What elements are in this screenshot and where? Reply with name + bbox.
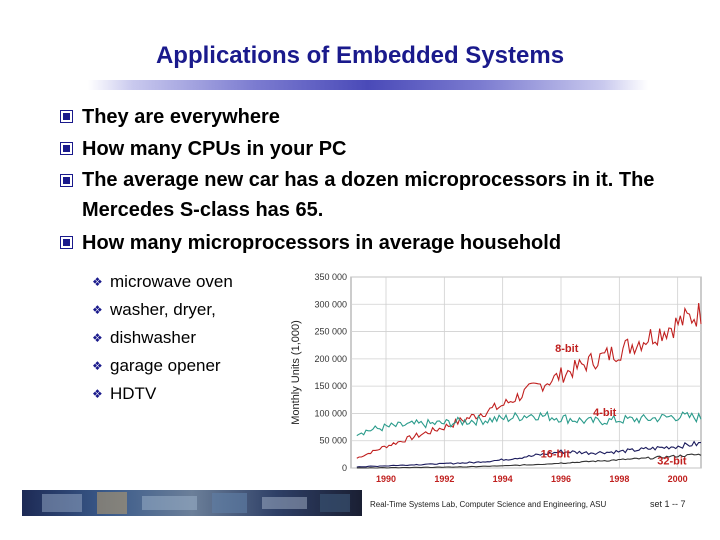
- slide-title: Applications of Embedded Systems: [155, 42, 565, 69]
- microprocessor-units-chart: 0 50 000 100 000 150 000 200 000 250 000 300 0…: [290, 272, 702, 484]
- y-tick-label: 0: [342, 463, 347, 473]
- bullet-item: How many microprocessors in average hous…: [60, 227, 710, 259]
- bullet-text: The average new car has a dozen micropro…: [82, 169, 655, 221]
- title-underline: [88, 80, 648, 90]
- slide-number: set 1 -- 7: [650, 499, 686, 509]
- sub-bullet-item: ❖ microwave oven: [92, 268, 233, 296]
- x-tick-label: 2000: [668, 474, 688, 484]
- x-tick-label: 1990: [376, 474, 396, 484]
- series-label: 32-bit: [657, 456, 687, 468]
- x-tick-label: 1996: [551, 474, 571, 484]
- y-tick-label: 50 000: [319, 436, 347, 446]
- series-label: 4-bit: [593, 407, 617, 419]
- x-tick-label: 1994: [493, 474, 513, 484]
- y-tick-label: 150 000: [314, 381, 347, 391]
- y-tick-label: 200 000: [314, 354, 347, 364]
- sub-bullet-text: garage opener: [110, 356, 221, 375]
- x-tick-label: 1992: [434, 474, 454, 484]
- bullet-text: How many CPUs in your PC: [82, 138, 347, 160]
- diamond-bullet-icon: ❖: [92, 275, 103, 289]
- bullet-text: They are everywhere: [82, 106, 280, 128]
- y-tick-label: 100 000: [314, 408, 347, 418]
- diamond-bullet-icon: ❖: [92, 387, 103, 401]
- x-tick-label: 1998: [609, 474, 629, 484]
- square-bullet-icon: [60, 174, 73, 187]
- diamond-bullet-icon: ❖: [92, 359, 103, 373]
- sub-bullet-item: ❖ HDTV: [92, 380, 233, 408]
- sub-bullet-item: ❖ dishwasher: [92, 324, 233, 352]
- bullet-text: How many microprocessors in average hous…: [82, 232, 562, 254]
- series-label: 16-bit: [541, 448, 571, 460]
- sub-bullet-text: microwave oven: [110, 272, 233, 291]
- sub-bullet-item: ❖ garage opener: [92, 352, 233, 380]
- sub-bullet-text: dishwasher: [110, 328, 196, 347]
- diamond-bullet-icon: ❖: [92, 303, 103, 317]
- diamond-bullet-icon: ❖: [92, 331, 103, 345]
- series-line-32-bit: [356, 453, 702, 469]
- bullet-item: The average new car has a dozen micropro…: [60, 165, 702, 225]
- sub-bullet-text: HDTV: [110, 384, 157, 403]
- series-line-16-bit: [356, 440, 701, 468]
- footer-text: Real-Time Systems Lab, Computer Science …: [370, 500, 607, 509]
- sub-bullet-item: ❖ washer, dryer,: [92, 296, 233, 324]
- square-bullet-icon: [60, 236, 73, 249]
- square-bullet-icon: [60, 110, 73, 123]
- y-tick-label: 350 000: [314, 272, 347, 282]
- bullet-item: How many CPUs in your PC: [60, 133, 710, 165]
- lab-banner-image: [22, 490, 362, 516]
- series-line-8-bit: [356, 303, 702, 459]
- square-bullet-icon: [60, 142, 73, 155]
- series-line-4-bit: [356, 410, 702, 437]
- y-tick-label: 300 000: [314, 299, 347, 309]
- sub-bullet-text: washer, dryer,: [110, 300, 216, 319]
- plot-area: [350, 276, 702, 469]
- sub-bullet-list: ❖ microwave oven ❖ washer, dryer, ❖ dishwas…: [92, 268, 233, 408]
- y-tick-label: 250 000: [314, 327, 347, 337]
- series-label: 8-bit: [555, 343, 579, 355]
- main-bullet-list: They are everywhere How many CPUs in you…: [60, 101, 710, 259]
- bullet-item: They are everywhere: [60, 101, 710, 133]
- y-axis-label: Monthly Units (1,000): [290, 320, 302, 425]
